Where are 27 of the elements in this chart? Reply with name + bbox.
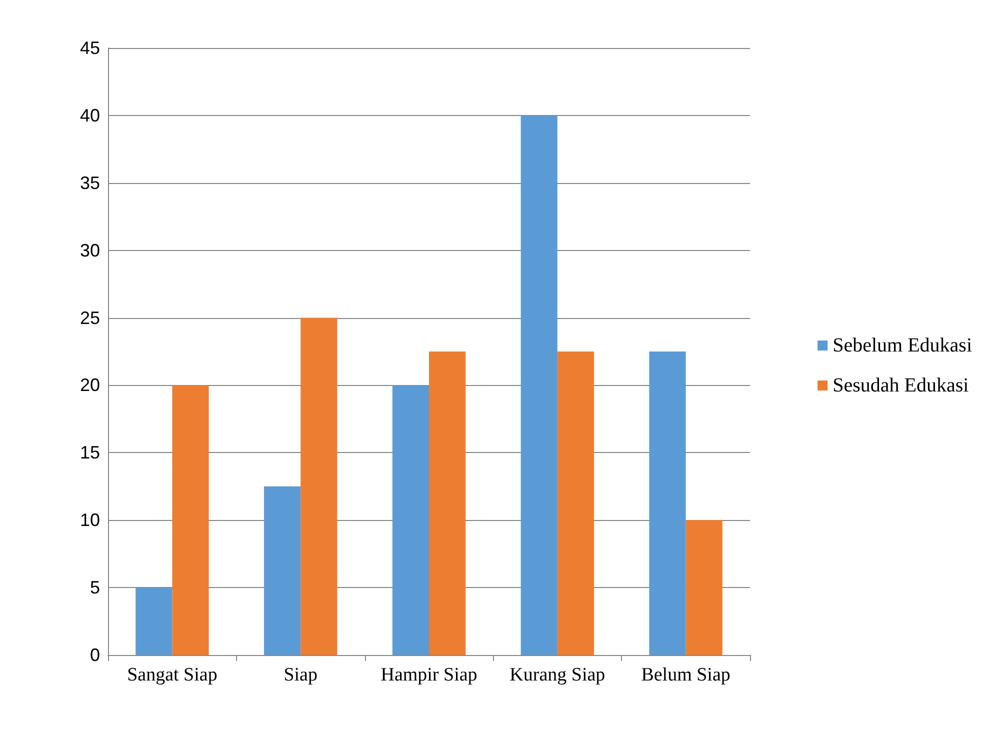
x-tick-label: Hampir Siap <box>380 664 478 686</box>
bar <box>520 115 558 655</box>
y-tick-label: 45 <box>80 38 100 58</box>
y-tick-label: 10 <box>80 510 100 530</box>
legend-label: Sebelum Edukasi <box>832 334 972 356</box>
bar <box>264 486 301 655</box>
y-tick-label: 20 <box>80 375 100 396</box>
bar <box>649 352 686 655</box>
y-tick-label: 40 <box>80 105 100 126</box>
y-tick-label: 25 <box>80 308 100 328</box>
y-tick-label: 15 <box>80 442 100 463</box>
bar <box>557 352 594 655</box>
legend-label: Sesudah Edukasi <box>832 374 970 396</box>
bar <box>686 520 722 655</box>
bar <box>136 588 172 655</box>
y-tick-label: 5 <box>90 578 100 598</box>
x-tick-label: Siap <box>284 664 318 686</box>
y-tick-label: 30 <box>80 240 100 260</box>
bar <box>172 385 209 655</box>
bar <box>392 385 429 655</box>
x-tick-label: Kurang Siap <box>510 664 606 686</box>
y-tick-label: 35 <box>80 172 100 193</box>
y-tick-label: 0 <box>90 645 100 665</box>
bar <box>300 318 338 655</box>
x-tick-label: Belum Siap <box>641 664 730 686</box>
bar <box>429 352 466 655</box>
x-tick-label: Sangat Siap <box>127 664 218 686</box>
